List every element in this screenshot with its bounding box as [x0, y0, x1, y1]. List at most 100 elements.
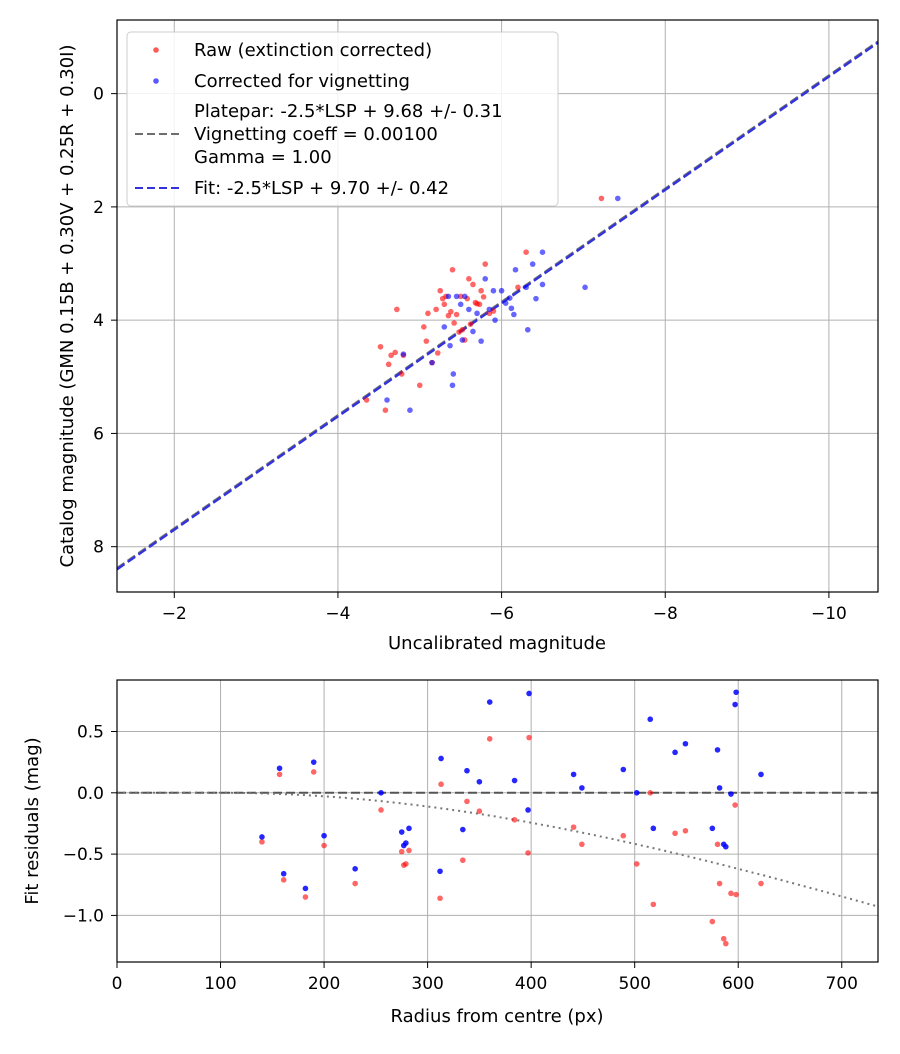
- raw-residual-point: [403, 861, 409, 867]
- corrected-point: [508, 305, 515, 312]
- raw-point: [437, 287, 444, 294]
- corrected-point: [384, 397, 390, 403]
- corrected-point: [441, 324, 448, 330]
- corrected-residual-point: [672, 749, 678, 756]
- bottom-y-axis-label: Fit residuals (mag): [22, 737, 43, 904]
- raw-point: [523, 249, 529, 255]
- raw-residual-point: [720, 935, 727, 942]
- corrected-point: [512, 266, 519, 273]
- corrected-point: [498, 287, 505, 294]
- corrected-point: [529, 261, 536, 267]
- corrected-residual-point: [570, 771, 577, 778]
- corrected-point: [533, 295, 539, 302]
- raw-point: [434, 350, 441, 356]
- corrected-point: [582, 284, 588, 291]
- corrected-residual-point: [276, 765, 283, 772]
- raw-point: [486, 310, 493, 317]
- raw-point: [394, 306, 400, 313]
- corrected-residual-point: [733, 689, 739, 696]
- corrected-point: [502, 300, 509, 306]
- corrected-point: [506, 295, 513, 301]
- raw-residual-point: [511, 816, 518, 823]
- top-y-tick-label: 6: [93, 424, 104, 444]
- legend-corrected-label: Corrected for vignetting: [194, 71, 410, 92]
- raw-residual-point: [406, 847, 412, 854]
- raw-point: [448, 308, 454, 315]
- corrected-residual-point: [406, 825, 412, 832]
- corrected-residual-point: [437, 868, 443, 875]
- raw-residual-point: [570, 824, 577, 830]
- raw-point: [459, 326, 466, 333]
- raw-residual-point: [758, 880, 764, 887]
- top-y-tick-label: 8: [93, 538, 104, 558]
- raw-residual-point: [723, 940, 729, 947]
- bottom-x-tick-label: 500: [618, 974, 650, 994]
- corrected-point: [407, 407, 413, 414]
- raw-point: [515, 284, 521, 291]
- corrected-residual-point: [321, 832, 327, 839]
- corrected-point: [470, 328, 476, 335]
- top-x-tick-label: −2: [162, 604, 187, 624]
- fit-line: [116, 41, 879, 571]
- bottom-x-tick-label: 700: [826, 974, 858, 994]
- raw-point: [480, 294, 487, 300]
- corrected-residual-point: [280, 870, 287, 877]
- corrected-residual-point: [310, 759, 317, 765]
- raw-residual-point: [579, 841, 585, 848]
- corrected-point: [461, 293, 468, 300]
- raw-residual-point: [733, 891, 739, 898]
- raw-point: [451, 320, 457, 326]
- corrected-residual-point: [620, 766, 627, 773]
- corrected-point: [523, 284, 529, 291]
- corrected-point: [429, 359, 435, 366]
- corrected-point: [539, 281, 546, 288]
- raw-residual-point: [486, 736, 493, 742]
- corrected-point: [478, 338, 484, 344]
- vignetting-curve: [117, 791, 879, 908]
- raw-point: [453, 311, 460, 318]
- bottom-plot-area: [117, 680, 878, 962]
- top-y-tick-label: 2: [93, 198, 104, 218]
- corrected-point: [466, 306, 472, 313]
- bottom-x-axis-label: Radius from centre (px): [390, 1006, 603, 1027]
- raw-residual-point: [321, 842, 327, 849]
- corrected-point: [486, 306, 493, 313]
- raw-residual-point: [398, 848, 405, 855]
- corrected-residual-point: [714, 747, 721, 753]
- raw-point: [476, 301, 483, 308]
- corrected-point: [614, 195, 621, 202]
- corrected-residual-point: [302, 885, 309, 892]
- bottom-plot-frame: [116, 679, 879, 963]
- raw-residual-point: [460, 857, 466, 864]
- legend-raw-label: Raw (extinction corrected): [194, 40, 432, 61]
- raw-point: [398, 371, 405, 377]
- raw-residual-point: [709, 918, 716, 925]
- corrected-residual-point: [378, 790, 384, 796]
- bottom-scatter-points: [259, 689, 764, 947]
- raw-point: [467, 321, 474, 327]
- corrected-point: [482, 276, 489, 282]
- bottom-y-tick-label: −0.5: [63, 845, 104, 865]
- top-axis-ticks: −2 −4 −6 −8 −10 0 2 4 6 8: [93, 85, 847, 624]
- corrected-residual-point: [476, 778, 483, 785]
- top-fit-lines: [116, 40, 879, 571]
- top-scatter-points: [363, 195, 621, 414]
- corrected-residual-point: [758, 771, 764, 778]
- corrected-residual-point: [398, 829, 405, 835]
- corrected-residual-point: [579, 785, 585, 791]
- raw-point: [425, 310, 431, 317]
- corrected-residual-point: [633, 790, 640, 796]
- bottom-x-tick-label: 300: [411, 974, 443, 994]
- top-x-tick-label: −8: [653, 604, 678, 624]
- raw-residual-point: [276, 771, 283, 778]
- raw-point: [433, 306, 439, 313]
- corrected-residual-point: [526, 690, 532, 697]
- corrected-point: [457, 301, 464, 308]
- corrected-residual-point: [682, 740, 689, 747]
- legend-platepar-label-3: Gamma = 1.00: [194, 147, 332, 168]
- corrected-point: [447, 342, 453, 349]
- raw-point: [392, 349, 399, 356]
- bottom-reference-lines: [117, 791, 879, 908]
- top-plot-frame: [116, 19, 879, 593]
- raw-residual-point: [682, 828, 689, 834]
